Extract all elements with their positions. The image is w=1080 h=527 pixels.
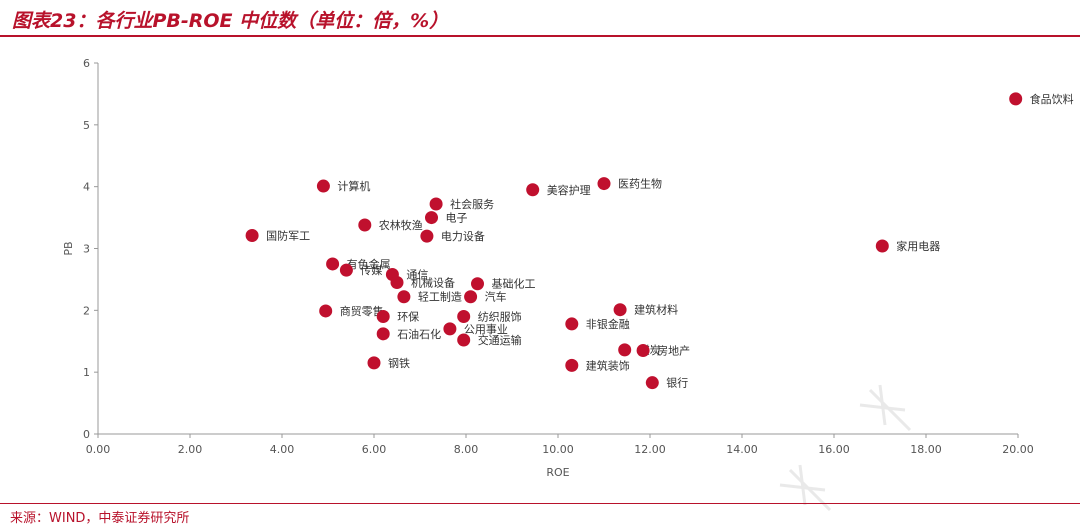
y-tick-label: 2 [83,304,90,317]
title-divider [0,35,1080,37]
data-label: 非银金融 [586,317,630,331]
footer-divider [0,503,1080,504]
y-tick-label: 1 [83,366,90,379]
data-point [457,310,471,324]
x-axis-title: ROE [546,466,569,479]
data-label: 通信 [406,268,428,281]
data-point [464,290,478,304]
scatter-chart: 0 1 2 3 4 5 6 0.00 2.00 4.00 6.00 8.00 10.00 12.00 14.… [0,37,1080,503]
data-label: 有色金属 [347,257,391,271]
x-tick-label: 2.00 [178,443,203,456]
x-tick-label: 0.00 [86,443,111,456]
data-label: 银行 [666,376,688,390]
data-point [339,263,353,277]
data-label: 钢铁 [388,357,410,370]
data-point [645,376,659,390]
data-point [1009,92,1023,106]
data-label: 汽车 [485,290,507,304]
data-label: 电子 [446,212,468,225]
data-label: 食品饮料 [1030,92,1074,106]
data-point [457,333,471,347]
data-label: 机械设备 [411,276,455,290]
data-point [526,183,540,197]
data-point [429,197,443,211]
data-point [613,303,627,317]
data-point [875,239,889,253]
data-label: 传媒 [360,264,382,277]
data-point [319,304,333,318]
data-label: 房地产 [657,344,690,358]
data-point [376,327,390,341]
data-label: 公用事业 [464,323,508,336]
y-tick-label: 4 [83,181,90,194]
data-point [245,229,259,243]
data-point [618,343,632,357]
data-point [390,276,404,290]
y-tick-label: 3 [83,243,90,256]
data-label: 轻工制造 [418,290,462,304]
x-tick-label: 6.00 [362,443,387,456]
x-tick-label: 4.00 [270,443,295,456]
watermark-logo [779,384,912,512]
y-tick-label: 5 [83,119,90,132]
data-point [565,358,579,372]
data-point [326,257,340,271]
data-label: 建筑材料 [634,303,678,317]
page-title: 图表23：各行业PB-ROE 中位数（单位：倍，%） [12,10,449,32]
x-tick-label: 14.00 [726,443,758,456]
x-tick-label: 12.00 [634,443,666,456]
data-point [376,310,390,324]
data-label: 商贸零售 [340,304,384,318]
data-point [636,344,650,358]
source-note: 来源：WIND，中泰证券研究所 [10,511,190,526]
data-point [316,179,330,193]
data-label: 石油石化 [397,327,441,341]
data-label: 环保 [397,310,419,324]
data-label: 医药生物 [618,177,662,191]
data-label: 家用电器 [896,239,940,253]
data-point [471,277,484,291]
y-axis-title: PB [62,241,75,255]
data-label: 交通运输 [478,333,522,347]
title-bar: 图表23：各行业PB-ROE 中位数（单位：倍，%） [0,0,1080,37]
data-point [565,317,579,331]
y-tick-label: 0 [83,428,90,441]
x-tick-label: 16.00 [818,443,850,456]
data-point [443,322,457,336]
data-label: 美容护理 [547,183,591,197]
data-label: 电力设备 [441,229,485,243]
data-label: 基础化工 [492,277,536,291]
data-point [420,229,434,243]
x-tick-label: 18.00 [910,443,942,456]
x-tick-label: 20.00 [1002,443,1034,456]
data-label: 国防军工 [266,229,310,243]
chart-svg: 0 1 2 3 4 5 6 0.00 2.00 4.00 6.00 8.00 10.00 12.00 14.… [62,57,1074,479]
data-label: 纺织服饰 [478,310,522,324]
data-label: 计算机 [337,179,370,193]
data-label: 建筑装饰 [586,358,630,372]
data-point [425,211,438,225]
data-point [358,218,372,232]
data-point [597,177,611,191]
data-point [367,356,381,370]
data-point [397,290,411,304]
x-tick-label: 8.00 [454,443,479,456]
data-label: 社会服务 [450,197,494,211]
data-label: 农林牧渔 [379,218,423,232]
y-tick-label: 6 [83,57,90,70]
x-tick-label: 10.00 [542,443,574,456]
